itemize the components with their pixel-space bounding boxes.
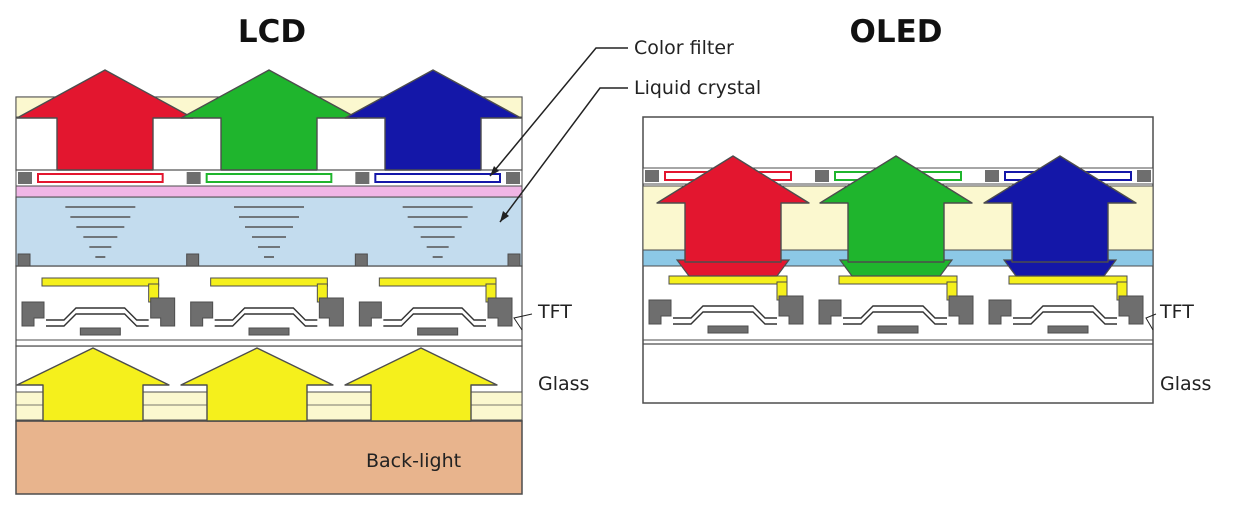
black-matrix	[355, 172, 369, 184]
backlight-label: Back-light	[366, 450, 461, 472]
pixel-electrode	[42, 278, 159, 286]
black-matrix	[506, 172, 520, 184]
pixel-electrode	[379, 278, 496, 286]
liquid-crystal-label: Liquid crystal	[634, 77, 761, 99]
pixel-electrode	[211, 278, 328, 286]
black-matrix	[187, 172, 201, 184]
black-matrix	[645, 170, 659, 182]
lcd-panel	[16, 70, 522, 494]
pixel-electrode	[839, 276, 957, 284]
lcd-title: LCD	[238, 14, 306, 50]
lcd-tft-label: TFT	[537, 301, 572, 323]
lc-spacer	[355, 254, 367, 266]
gate-pad	[418, 328, 458, 335]
gate-pad	[708, 326, 748, 333]
color-filter-cell	[375, 174, 500, 182]
oled-title: OLED	[849, 14, 942, 50]
oled-tft-label: TFT	[1159, 301, 1194, 323]
pixel-electrode	[1009, 276, 1127, 284]
gate-pad	[80, 328, 120, 335]
oled-glass-label: Glass	[1160, 373, 1211, 395]
color-filter-cell	[38, 174, 163, 182]
black-matrix	[985, 170, 999, 182]
gate-pad	[878, 326, 918, 333]
lc-spacer	[18, 254, 30, 266]
alignment-layer	[16, 186, 522, 197]
gate-pad	[1048, 326, 1088, 333]
lc-spacer	[187, 254, 199, 266]
black-matrix	[815, 170, 829, 182]
color-filter-label: Color filter	[634, 37, 734, 59]
pixel-electrode	[669, 276, 787, 284]
black-matrix	[18, 172, 32, 184]
lc-spacer	[508, 254, 520, 266]
black-matrix	[1137, 170, 1151, 182]
color-filter-cell	[207, 174, 332, 182]
gate-pad	[249, 328, 289, 335]
lcd-glass-label: Glass	[538, 373, 589, 395]
oled-panel	[643, 117, 1153, 403]
